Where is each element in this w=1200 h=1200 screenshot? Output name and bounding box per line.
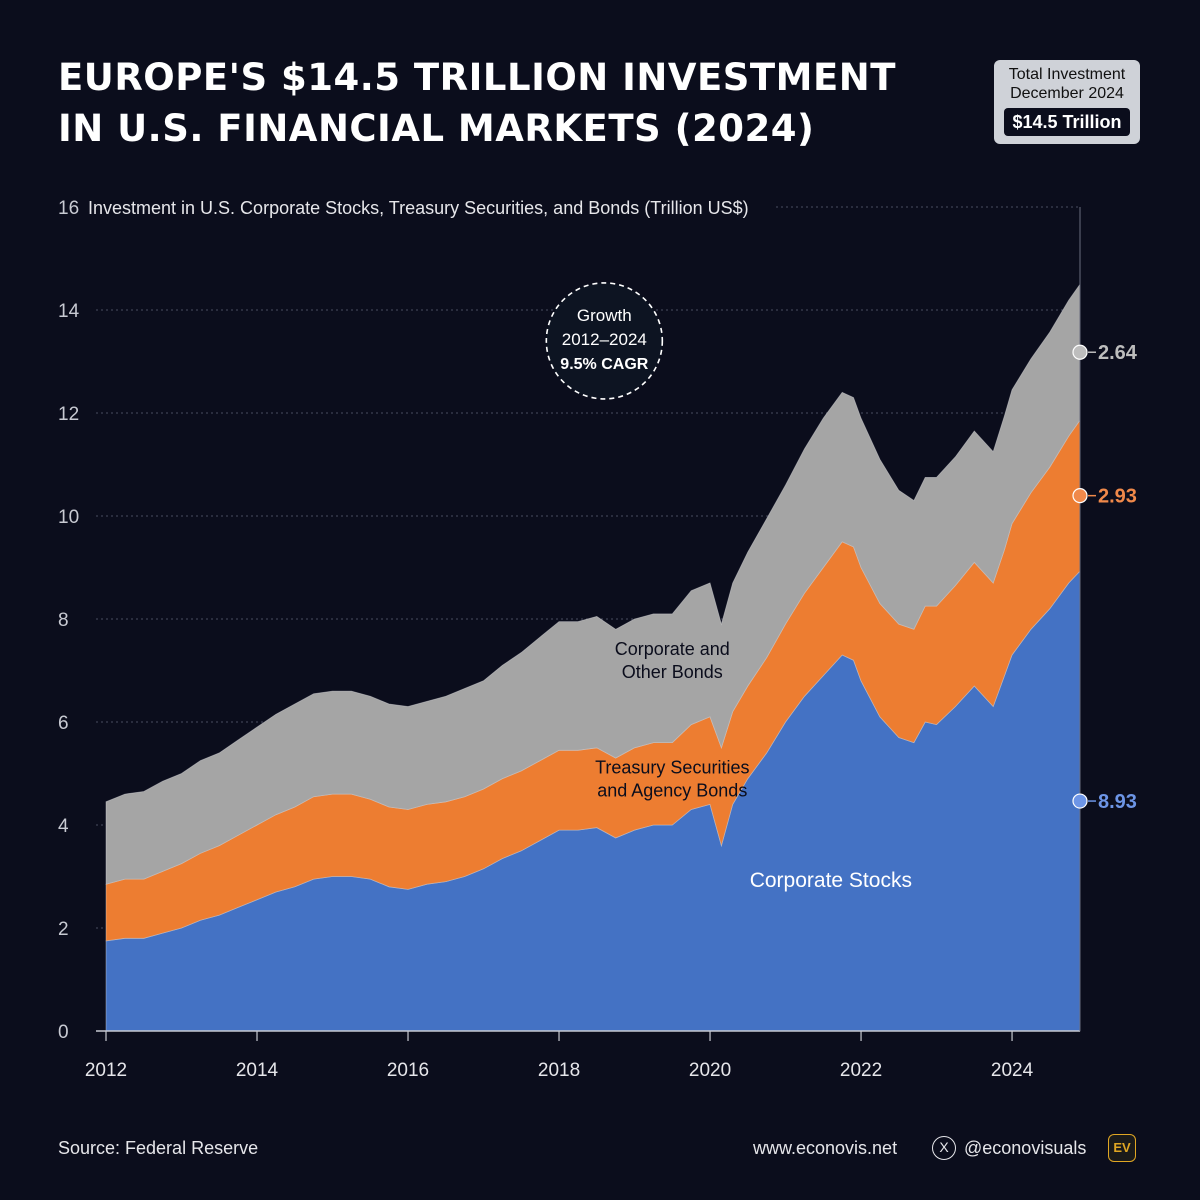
chart-subtitle: Investment in U.S. Corporate Stocks, Tre…: [88, 198, 749, 218]
social-handle[interactable]: @econovisuals: [964, 1138, 1087, 1158]
label-treasury-line-1: Treasury Securities: [595, 758, 749, 778]
cagr-annotation-line-1: Growth: [577, 306, 632, 325]
total-investment-badge: Total Investment December 2024 $14.5 Tri…: [994, 60, 1140, 144]
chart-title: EUROPE'S $14.5 TRILLION INVESTMENT IN U.…: [58, 52, 896, 154]
end-marker-stocks: [1072, 793, 1088, 809]
x-tick-label-2020: 2020: [689, 1060, 731, 1081]
cagr-annotation-line-2: 2012–2024: [562, 330, 647, 349]
label-bonds-line-2: Other Bonds: [622, 662, 723, 682]
badge-line-2: December 2024: [1010, 85, 1124, 102]
y-tick-label-8: 8: [58, 610, 69, 631]
badge-line-1: Total Investment: [1008, 66, 1126, 83]
label-bonds-line-1: Corporate and: [615, 639, 730, 659]
label-treasury-line-2: and Agency Bonds: [597, 781, 747, 801]
end-marker-bonds: [1072, 344, 1088, 360]
end-marker-treasury: [1072, 488, 1088, 504]
cagr-annotation-circle: [545, 282, 664, 400]
y-tick-label-0: 0: [58, 1022, 69, 1043]
x-logo-icon: X: [932, 1136, 956, 1160]
title-line-1: EUROPE'S $14.5 TRILLION INVESTMENT: [58, 56, 896, 99]
x-tick-label-2018: 2018: [538, 1060, 580, 1081]
badge-value: $14.5 Trillion: [1004, 108, 1130, 136]
y-tick-label-12: 12: [58, 404, 79, 425]
y-tick-label-6: 6: [58, 713, 69, 734]
x-tick-label-2016: 2016: [387, 1060, 429, 1081]
website-link[interactable]: www.econovis.net: [753, 1138, 898, 1158]
y-tick-label-10: 10: [58, 507, 79, 528]
y-tick-label-16: 16: [58, 198, 79, 219]
title-line-2: IN U.S. FINANCIAL MARKETS (2024): [58, 107, 815, 150]
end-label-2: 2.64: [1098, 342, 1138, 364]
label-corporate-stocks: Corporate Stocks: [750, 869, 912, 892]
y-tick-label-14: 14: [58, 301, 80, 322]
end-label-1: 2.93: [1098, 486, 1137, 508]
source-note: Source: Federal Reserve: [58, 1138, 259, 1158]
x-tick-label-2014: 2014: [236, 1060, 279, 1081]
x-tick-label-2024: 2024: [991, 1060, 1034, 1081]
y-tick-label-4: 4: [58, 816, 69, 837]
x-tick-label-2012: 2012: [85, 1060, 127, 1081]
cagr-annotation-line-3: 9.5% CAGR: [560, 356, 648, 373]
end-label-0: 8.93: [1098, 791, 1137, 813]
y-tick-label-2: 2: [58, 919, 69, 940]
econovis-logo-icon: EV: [1108, 1134, 1136, 1162]
x-tick-label-2022: 2022: [840, 1060, 882, 1081]
